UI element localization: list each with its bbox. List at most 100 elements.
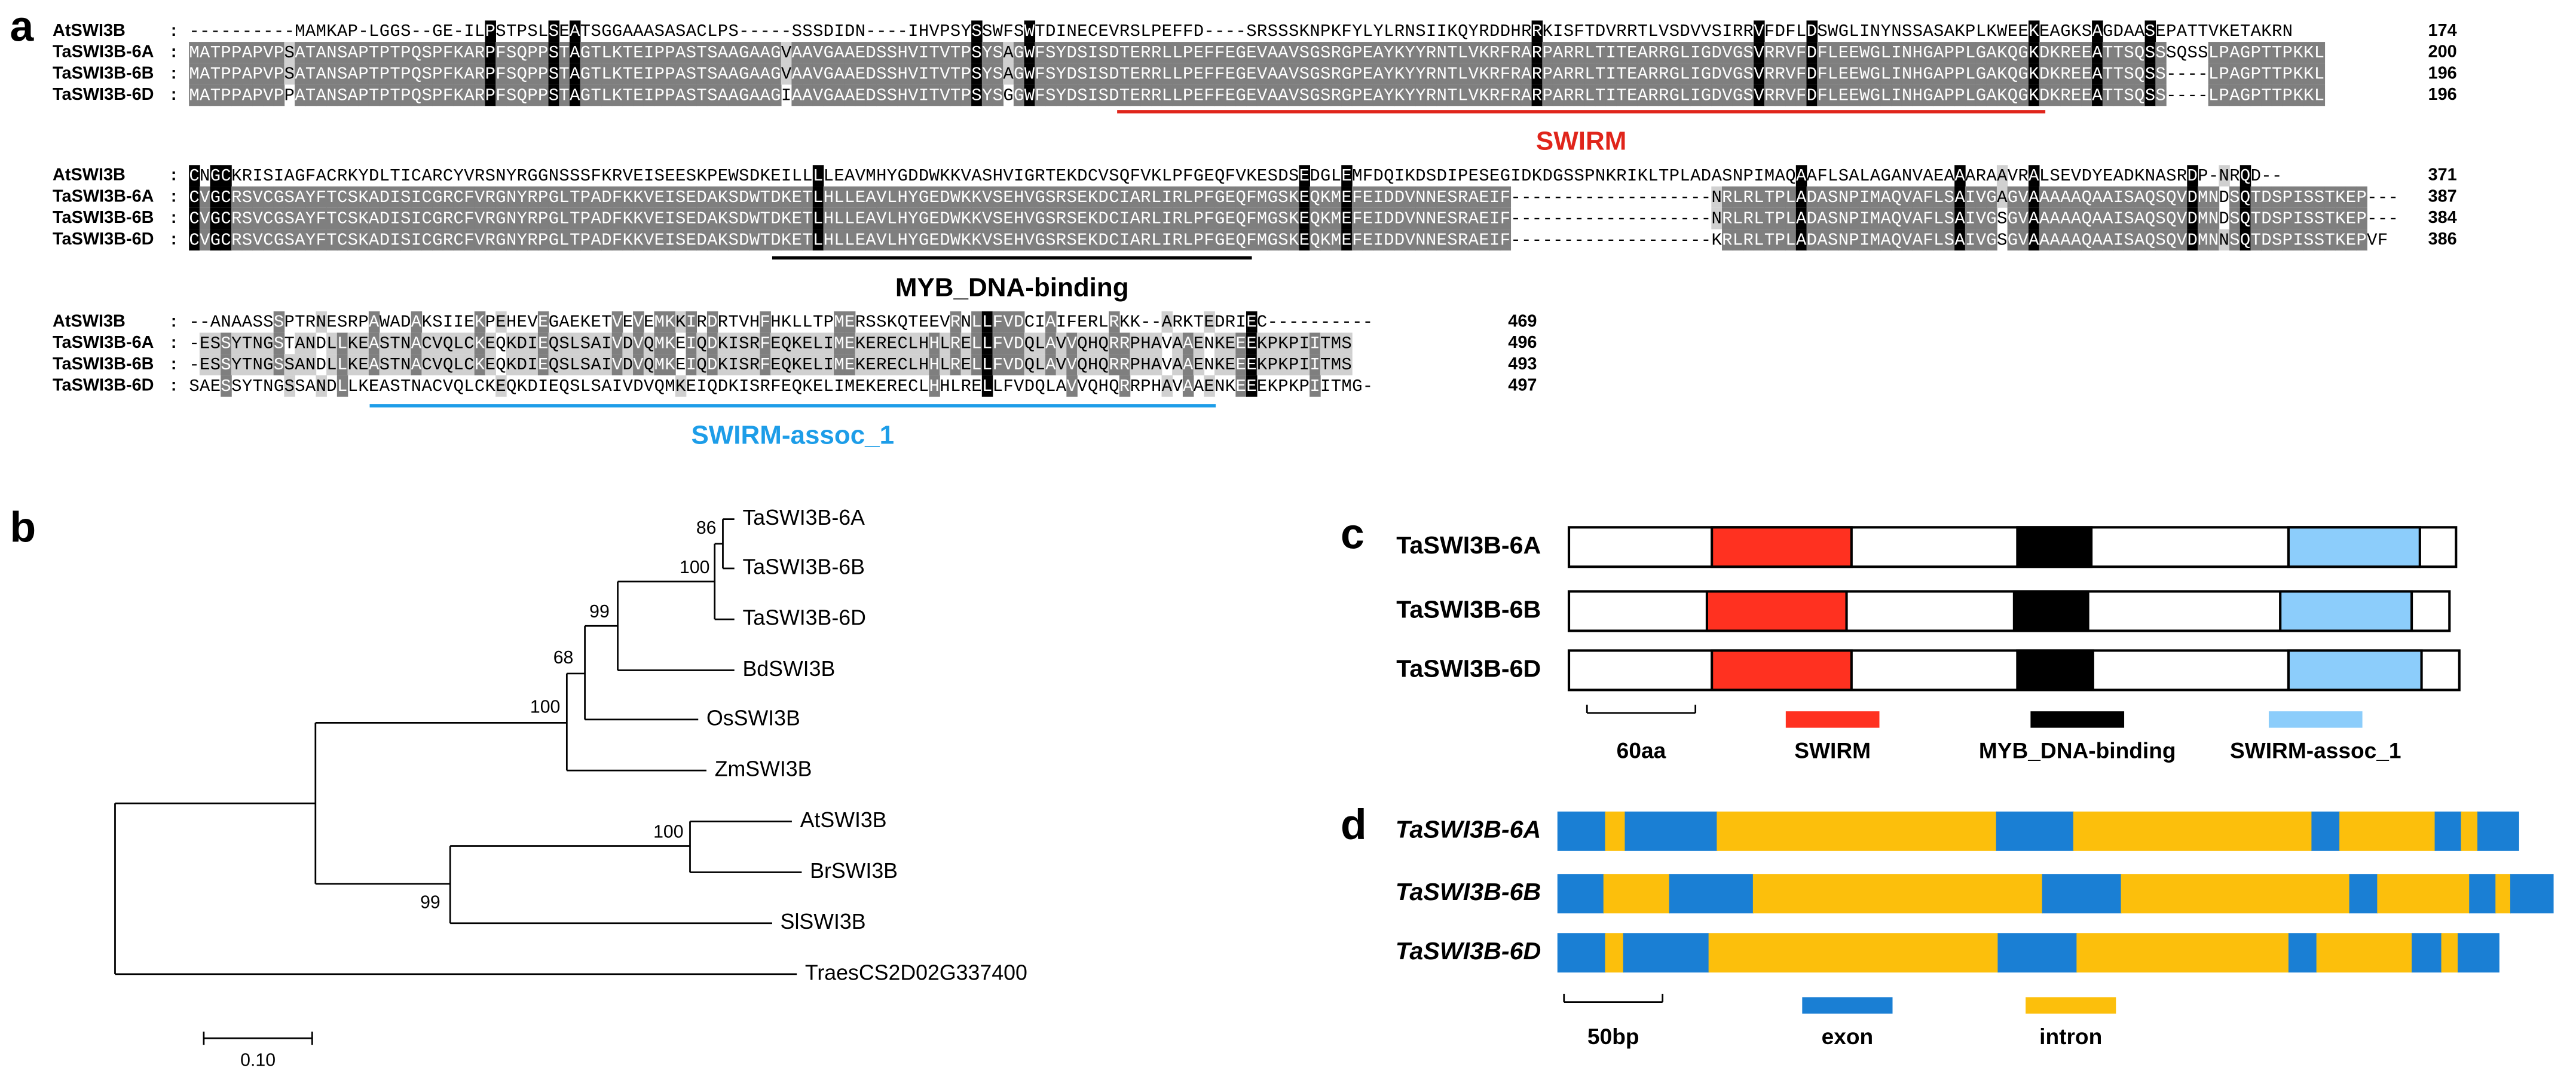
residue-shade: [717, 42, 729, 63]
residue-shade: [1383, 63, 1395, 85]
residue-shade: [686, 42, 697, 63]
legend-label: MYB_DNA-binding: [1979, 738, 2176, 763]
residue-shade: [506, 42, 518, 63]
residue-shade: [569, 63, 581, 85]
residue-shade: [2261, 42, 2272, 63]
residue-shade: [770, 63, 782, 85]
residue-shade: [907, 63, 919, 85]
residue-shade: [295, 84, 306, 106]
residue-shade: [643, 63, 655, 85]
residue-shade: [2092, 20, 2103, 42]
domain-box: [2279, 590, 2413, 632]
residue-shade: [485, 20, 496, 42]
residue-shade: [1045, 63, 1057, 85]
residue-shade: [221, 84, 232, 106]
residue-shade: [738, 42, 750, 63]
scale-label: 50bp: [1587, 1024, 1639, 1049]
residue-shade: [474, 42, 486, 63]
residue-shade: [1690, 63, 1702, 85]
residue-shade: [1161, 42, 1173, 63]
legend-swatch: [1785, 711, 1880, 728]
residue-shade: [960, 42, 972, 63]
residue-shade: [1288, 42, 1300, 63]
residue-shade: [2314, 42, 2326, 63]
residue-shade: [2028, 63, 2040, 85]
sequence: -ESSYTNGSSANDLLKEASTNACVQLCKEQKDIEQSLSAI…: [189, 355, 1351, 375]
residue-shade: [1351, 63, 1363, 85]
intron: [2316, 933, 2413, 973]
residue-shade: [1109, 42, 1120, 63]
residue-shade: [1172, 63, 1183, 85]
sequence: --ANAASSSPTRNESRPAWADAKSIIEKPEHEVEGAEKET…: [189, 312, 1373, 332]
residue-shade: [2293, 63, 2304, 85]
residue-shade: [1722, 42, 1733, 63]
bootstrap: 68: [553, 648, 574, 668]
sequence-name: TaSWI3B-6D: [53, 376, 154, 395]
sequence-end: 493: [1508, 354, 1537, 374]
residue-shade: [2144, 42, 2156, 63]
residue-shade: [2102, 42, 2114, 63]
residue-shade: [1035, 63, 1046, 85]
residue-shade: [1817, 42, 1828, 63]
legend-swatch: [2026, 997, 2116, 1014]
residue-shade: [1256, 63, 1268, 85]
residue-shade: [189, 84, 200, 106]
sequence: ----------MAMKAP-LGGS--GE-ILPSTPSLSEATSG…: [189, 22, 2293, 41]
residue-shade: [781, 42, 793, 63]
residue-shade: [1626, 63, 1638, 85]
residue-shade: [611, 63, 623, 85]
residue-shade: [2102, 63, 2114, 85]
residue-shade: [1975, 63, 1987, 85]
residue-shade: [1605, 42, 1617, 63]
separator: :: [171, 42, 177, 62]
residue-shade: [305, 63, 317, 85]
residue-shade: [1595, 63, 1607, 85]
residue-shade: [1838, 63, 1850, 85]
residue-shade: [1870, 63, 1881, 85]
residue-shade: [1373, 42, 1384, 63]
intron: [1717, 811, 1997, 851]
residue-shade: [400, 63, 412, 85]
leaf-label: TaSWI3B-6A: [742, 506, 865, 530]
residue-shade: [421, 84, 433, 106]
residue-shade: [390, 42, 401, 63]
sequence-name: TaSWI3B-6D: [53, 85, 154, 104]
residue-shade: [1510, 63, 1522, 85]
residue-shade: [1827, 42, 1839, 63]
sequence-name: TaSWI3B-6B: [53, 208, 154, 227]
residue-shade: [464, 42, 475, 63]
residue-shade: [368, 42, 380, 63]
residue-shade: [1975, 42, 1987, 63]
residue-shade: [2092, 42, 2103, 63]
residue-shade: [1425, 42, 1437, 63]
residue-shade: [1996, 63, 2008, 85]
residue-shade: [665, 63, 676, 85]
residue-shade: [442, 42, 454, 63]
residue-shade: [1066, 63, 1078, 85]
residue-shade: [2271, 63, 2283, 85]
legend-swatch: [1802, 997, 1893, 1014]
sequence-name: TaSWI3B-6A: [53, 186, 154, 206]
residue-shade: [981, 63, 993, 85]
leaf-label: BdSWI3B: [742, 657, 835, 681]
residue-shade: [1648, 42, 1659, 63]
residue-shade: [781, 63, 793, 85]
residue-shade: [1912, 63, 1923, 85]
residue-shade: [2250, 63, 2262, 85]
residue-shade: [241, 84, 253, 106]
residue-shade: [2124, 42, 2135, 63]
residue-shade: [1838, 42, 1850, 63]
residue-shade: [1394, 63, 1406, 85]
residue-shade: [844, 63, 856, 85]
residue-shade: [940, 42, 951, 63]
residue-shade: [442, 84, 454, 106]
residue-shade: [1849, 63, 1860, 85]
exon: [2412, 933, 2442, 973]
residue-shade: [2155, 63, 2167, 85]
sequence-end: 174: [2428, 21, 2457, 40]
residue-shade: [2271, 42, 2283, 63]
residue-shade: [548, 20, 560, 42]
residue-shade: [2303, 42, 2315, 63]
residue-shade: [1626, 42, 1638, 63]
residue-shade: [929, 42, 940, 63]
